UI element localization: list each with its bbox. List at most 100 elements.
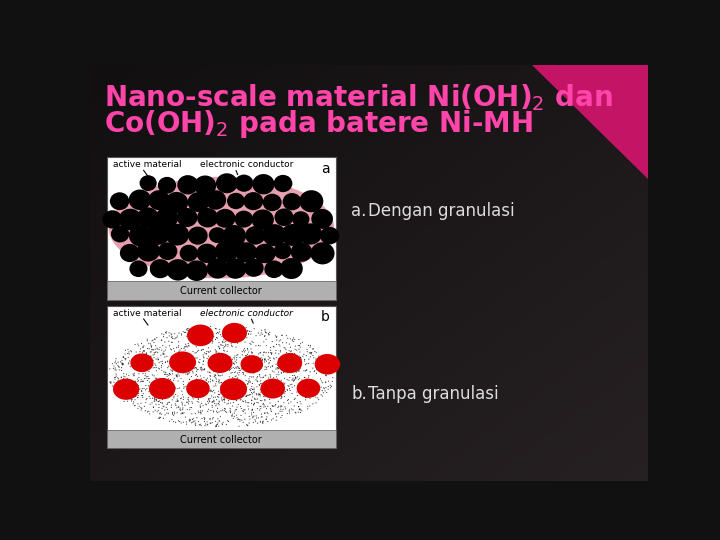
Ellipse shape <box>212 407 213 408</box>
Ellipse shape <box>268 227 269 228</box>
Ellipse shape <box>310 213 311 214</box>
Ellipse shape <box>127 349 128 350</box>
Ellipse shape <box>277 365 278 366</box>
Ellipse shape <box>199 362 200 363</box>
Ellipse shape <box>258 366 260 367</box>
Ellipse shape <box>235 400 237 401</box>
Ellipse shape <box>244 352 245 353</box>
Bar <box>107 281 336 300</box>
Ellipse shape <box>189 407 191 408</box>
Ellipse shape <box>211 222 212 224</box>
Ellipse shape <box>163 418 164 419</box>
Ellipse shape <box>166 201 168 202</box>
Ellipse shape <box>251 341 253 342</box>
Ellipse shape <box>276 368 278 369</box>
Ellipse shape <box>289 388 290 389</box>
Ellipse shape <box>133 375 134 376</box>
Ellipse shape <box>281 380 282 381</box>
Ellipse shape <box>174 387 175 388</box>
Ellipse shape <box>188 214 189 215</box>
Ellipse shape <box>169 386 171 387</box>
Ellipse shape <box>265 375 266 376</box>
Ellipse shape <box>256 417 257 418</box>
Ellipse shape <box>269 397 270 399</box>
Ellipse shape <box>191 407 192 408</box>
Ellipse shape <box>267 406 269 407</box>
Ellipse shape <box>318 369 319 370</box>
Ellipse shape <box>262 377 264 378</box>
Ellipse shape <box>233 340 234 341</box>
Ellipse shape <box>154 395 155 396</box>
Text: Tanpa granulasi: Tanpa granulasi <box>368 385 499 403</box>
Ellipse shape <box>161 414 162 415</box>
Ellipse shape <box>253 376 254 377</box>
Ellipse shape <box>253 392 254 393</box>
Ellipse shape <box>311 199 312 200</box>
Ellipse shape <box>194 423 196 424</box>
Ellipse shape <box>176 376 177 377</box>
Ellipse shape <box>241 383 242 384</box>
Ellipse shape <box>325 375 326 376</box>
Ellipse shape <box>250 369 251 370</box>
Ellipse shape <box>194 242 196 243</box>
Ellipse shape <box>146 388 148 389</box>
Ellipse shape <box>148 378 150 379</box>
Ellipse shape <box>310 392 311 393</box>
Ellipse shape <box>233 362 234 363</box>
Ellipse shape <box>174 211 175 212</box>
Ellipse shape <box>201 395 202 396</box>
Ellipse shape <box>156 194 157 195</box>
Ellipse shape <box>138 377 140 378</box>
Ellipse shape <box>305 399 306 400</box>
Ellipse shape <box>208 195 209 196</box>
Ellipse shape <box>252 357 253 358</box>
Ellipse shape <box>179 388 180 389</box>
Ellipse shape <box>243 192 264 210</box>
Ellipse shape <box>239 394 240 395</box>
Ellipse shape <box>304 359 305 360</box>
Ellipse shape <box>167 261 168 262</box>
Ellipse shape <box>262 422 264 423</box>
Ellipse shape <box>229 332 230 333</box>
Ellipse shape <box>308 238 309 239</box>
Ellipse shape <box>272 231 274 232</box>
Ellipse shape <box>257 356 258 357</box>
Ellipse shape <box>233 329 235 330</box>
Ellipse shape <box>270 350 271 351</box>
Ellipse shape <box>288 207 289 208</box>
Ellipse shape <box>213 400 215 401</box>
Ellipse shape <box>268 377 269 379</box>
Ellipse shape <box>194 386 195 387</box>
Ellipse shape <box>294 346 296 347</box>
Ellipse shape <box>294 375 295 376</box>
Ellipse shape <box>182 407 184 408</box>
Ellipse shape <box>159 393 161 394</box>
Ellipse shape <box>212 180 213 181</box>
Ellipse shape <box>186 346 187 347</box>
Ellipse shape <box>289 365 291 366</box>
Ellipse shape <box>169 394 171 395</box>
Ellipse shape <box>278 353 279 354</box>
Ellipse shape <box>257 199 258 200</box>
Ellipse shape <box>307 381 309 382</box>
Ellipse shape <box>232 414 233 415</box>
Ellipse shape <box>302 356 303 357</box>
Ellipse shape <box>324 359 325 360</box>
Ellipse shape <box>238 370 240 371</box>
Ellipse shape <box>246 424 248 425</box>
Ellipse shape <box>266 332 267 333</box>
Ellipse shape <box>215 405 217 406</box>
Ellipse shape <box>265 267 266 268</box>
Ellipse shape <box>201 335 202 336</box>
Ellipse shape <box>298 379 299 380</box>
Ellipse shape <box>147 248 148 249</box>
Ellipse shape <box>149 382 150 383</box>
Ellipse shape <box>173 237 174 238</box>
Ellipse shape <box>251 369 253 370</box>
Ellipse shape <box>166 224 189 246</box>
Ellipse shape <box>271 353 272 354</box>
Ellipse shape <box>261 196 262 197</box>
Ellipse shape <box>251 268 252 269</box>
Ellipse shape <box>220 416 221 417</box>
Ellipse shape <box>157 348 158 349</box>
